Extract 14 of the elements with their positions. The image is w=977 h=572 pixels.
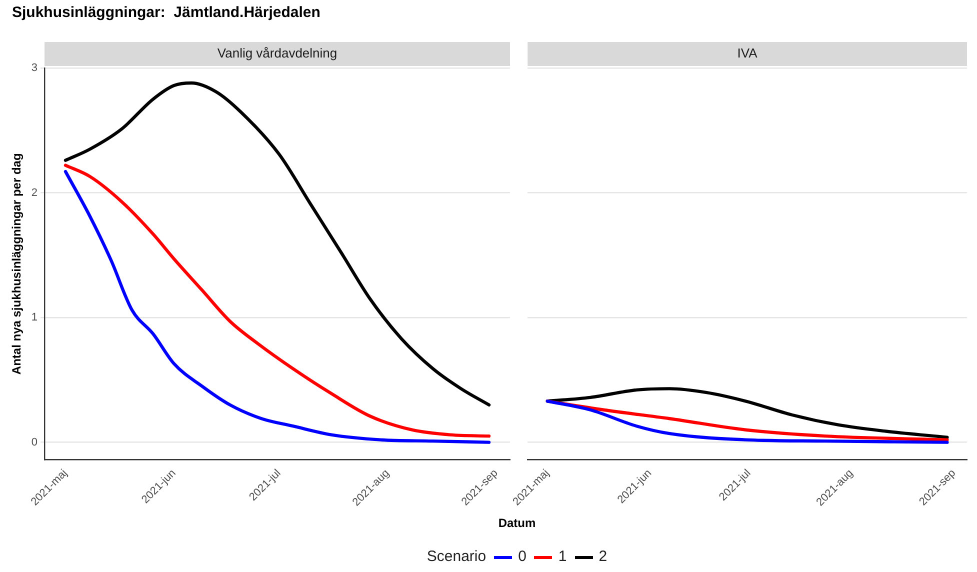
line-series xyxy=(64,81,491,406)
chart-title: Sjukhusinläggningar: Jämtland.Härjedalen xyxy=(12,4,320,21)
x-axis-title: Datum xyxy=(497,516,537,530)
y-tick-label: 0 xyxy=(31,436,38,448)
legend-title: Scenario xyxy=(426,548,486,565)
legend-label: 2 xyxy=(598,548,608,565)
y-tick-label: 3 xyxy=(31,62,38,74)
chart-subtitle: IVA xyxy=(737,46,758,61)
legend-label: 0 xyxy=(517,548,526,565)
y-tick-label: 1 xyxy=(31,312,38,324)
y-axis-title: Antal nya sjukhusinläggningar per dag xyxy=(10,153,24,375)
y-tick-label: 2 xyxy=(31,186,38,199)
chart-subtitle: Vanlig vårdavdelning xyxy=(217,46,338,61)
legend-label: 1 xyxy=(557,548,567,565)
